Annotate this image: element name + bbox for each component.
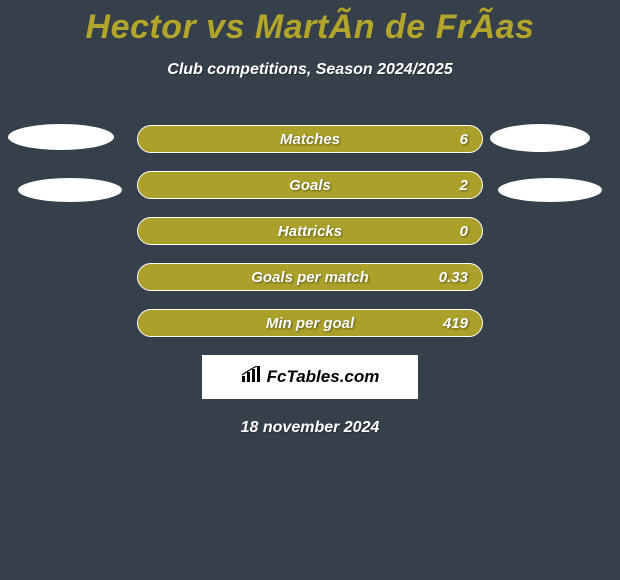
stat-value: 0.33 <box>439 269 468 286</box>
stat-label: Hattricks <box>278 223 342 240</box>
stat-value: 6 <box>460 131 468 148</box>
stat-value: 419 <box>443 315 468 332</box>
bar-chart-icon <box>241 366 263 389</box>
stats-list: Matches 6 Goals 2 Hattricks 0 Goals per … <box>137 125 483 337</box>
stat-label: Matches <box>280 131 340 148</box>
stat-row: Min per goal 419 <box>137 309 483 337</box>
page-title: Hector vs MartÃ­n de FrÃ­as <box>0 0 620 47</box>
stat-label: Goals per match <box>251 269 369 286</box>
stat-value: 2 <box>460 177 468 194</box>
stat-label: Min per goal <box>266 315 354 332</box>
comparison-infographic: Hector vs MartÃ­n de FrÃ­as Club competi… <box>0 0 620 580</box>
ellipse-right-1 <box>490 124 590 152</box>
ellipse-left-1 <box>8 124 114 150</box>
stat-value: 0 <box>460 223 468 240</box>
brand-text: FcTables.com <box>267 367 380 387</box>
subtitle: Club competitions, Season 2024/2025 <box>0 61 620 79</box>
stat-row: Goals per match 0.33 <box>137 263 483 291</box>
ellipse-right-2 <box>498 178 602 202</box>
date-text: 18 november 2024 <box>0 419 620 437</box>
stat-row: Goals 2 <box>137 171 483 199</box>
ellipse-left-2 <box>18 178 122 202</box>
stat-row: Matches 6 <box>137 125 483 153</box>
brand-badge: FcTables.com <box>202 355 418 399</box>
stat-row: Hattricks 0 <box>137 217 483 245</box>
stat-label: Goals <box>289 177 331 194</box>
